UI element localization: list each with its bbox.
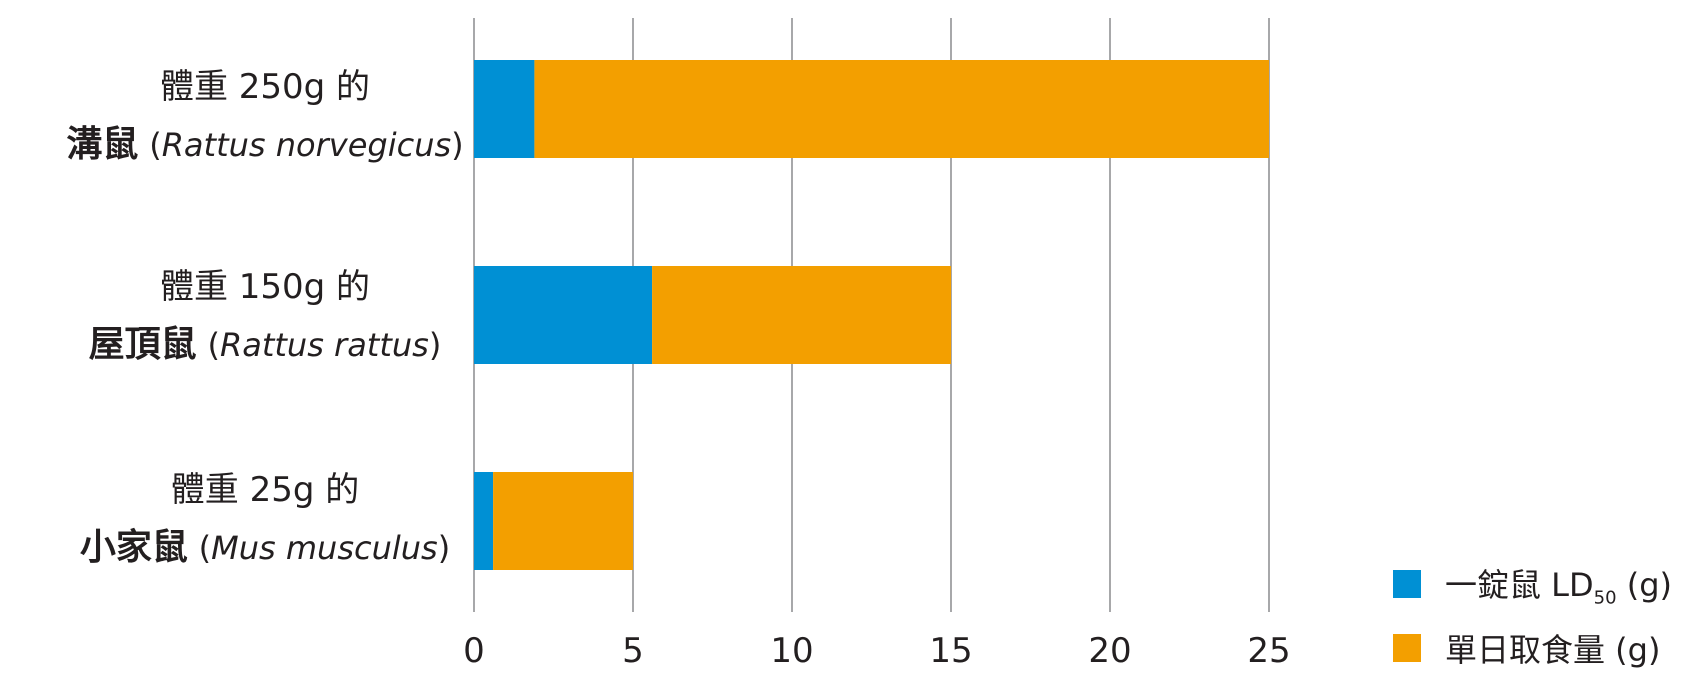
legend-swatch-blue bbox=[1393, 570, 1421, 598]
legend-subscript: 50 bbox=[1593, 587, 1617, 609]
bar-segment-0-1 bbox=[534, 60, 1269, 158]
legend-swatch-orange bbox=[1393, 634, 1421, 662]
category-latin-name: Mus musculus bbox=[211, 529, 438, 567]
paren-open: ( bbox=[207, 326, 220, 364]
category-label-0: 體重 250g 的 溝鼠 (Rattus norvegicus) bbox=[50, 58, 480, 174]
x-tick-label: 15 bbox=[929, 631, 972, 671]
x-tick-labels: 0 5 10 15 20 25 bbox=[463, 631, 1290, 671]
paren-close: ) bbox=[451, 126, 464, 164]
bar-segment-2-1 bbox=[493, 472, 633, 570]
legend: 一錠鼠 LD50 (g) 單日取食量 (g) bbox=[1393, 560, 1672, 688]
x-tick-label: 25 bbox=[1247, 631, 1290, 671]
paren-close: ) bbox=[428, 326, 442, 364]
x-tick-label: 20 bbox=[1088, 631, 1131, 671]
paren-close: ) bbox=[437, 529, 451, 567]
paren-open: ( bbox=[198, 529, 212, 567]
category-weight: 體重 25g 的 bbox=[170, 470, 360, 510]
legend-text: 單日取食量 (g) bbox=[1445, 631, 1661, 669]
category-name: 屋頂鼠 bbox=[88, 324, 197, 365]
category-weight: 體重 150g 的 bbox=[159, 267, 371, 307]
bar-segment-1-0 bbox=[474, 266, 653, 364]
category-latin-name: Rattus rattus bbox=[219, 326, 429, 364]
legend-item-ld50: 一錠鼠 LD50 (g) bbox=[1393, 560, 1672, 608]
legend-text: 一錠鼠 LD bbox=[1445, 565, 1594, 604]
bar-segment-0-0 bbox=[474, 60, 535, 158]
category-label-2: 體重 25g 的 小家鼠 (Mus musculus) bbox=[50, 461, 480, 577]
category-name: 小家鼠 bbox=[79, 527, 188, 568]
bar-segment-1-1 bbox=[652, 266, 951, 364]
x-tick-label: 0 bbox=[463, 631, 485, 671]
paren-open: ( bbox=[149, 126, 162, 164]
x-tick-label: 5 bbox=[622, 631, 644, 671]
bars bbox=[474, 60, 1269, 570]
category-latin-name: Rattus norvegicus bbox=[161, 126, 452, 164]
x-tick-label: 10 bbox=[770, 631, 813, 671]
legend-label: 一錠鼠 LD50 (g) bbox=[1445, 560, 1672, 608]
bar-segment-2-0 bbox=[474, 472, 494, 570]
legend-item-daily-intake: 單日取食量 (g) bbox=[1393, 624, 1672, 672]
category-label-1: 體重 150g 的 屋頂鼠 (Rattus rattus) bbox=[50, 258, 480, 374]
legend-label: 單日取食量 (g) bbox=[1445, 625, 1660, 671]
legend-unit: (g) bbox=[1616, 565, 1673, 604]
category-name: 溝鼠 bbox=[66, 124, 139, 165]
category-weight: 體重 250g 的 bbox=[159, 67, 371, 107]
